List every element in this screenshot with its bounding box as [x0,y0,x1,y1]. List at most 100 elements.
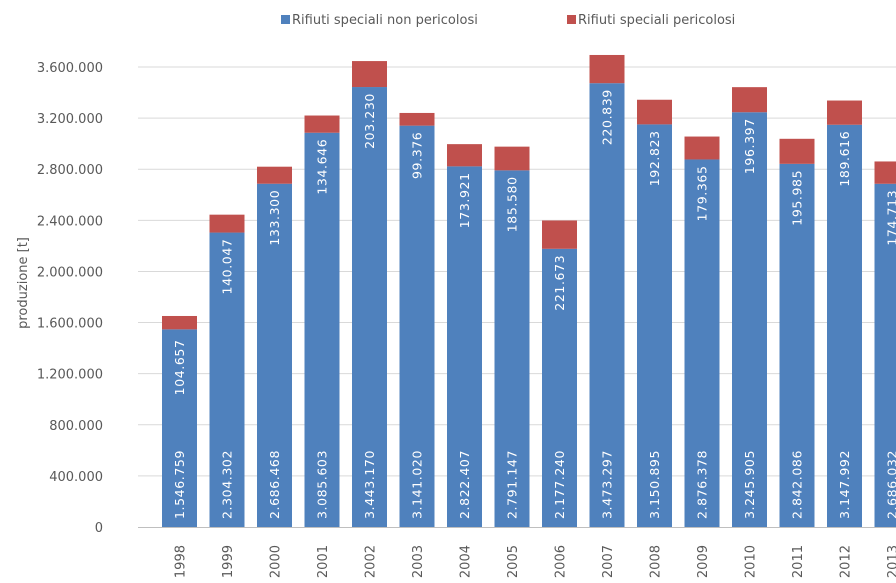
bar-pericolosi-2006 [542,220,577,249]
data-label-non-pericolosi: 2.304.302 [220,450,235,519]
legend-label: Rifiuti speciali pericolosi [578,13,735,28]
data-labels: 1.546.759 104.657 2.304.302 140.047 2.686.46… [172,89,896,519]
x-tick-label: 2007 [601,545,616,578]
y-tick-label: 2.000.000 [37,265,103,280]
x-tick-label: 2013 [886,545,896,578]
y-tick-label: 3.200.000 [37,112,103,127]
data-label-non-pericolosi: 2.686.032 [885,450,896,519]
bar-pericolosi-1998 [162,315,197,330]
x-tick-label: 2004 [459,545,474,578]
bar-non-pericolosi-2004 [447,166,482,527]
data-label-pericolosi: 179.365 [695,165,710,221]
x-tick-label: 2001 [316,545,331,578]
y-tick-label: 0 [95,521,103,536]
bar-non-pericolosi-2012 [827,124,862,527]
data-label-non-pericolosi: 1.546.759 [172,450,187,519]
bar-pericolosi-2011 [779,138,815,164]
data-label-non-pericolosi: 3.245.905 [742,450,757,519]
y-tick-label: 1.200.000 [37,368,103,383]
data-label-non-pericolosi: 3.443.170 [362,450,377,519]
data-label-pericolosi: 203.230 [362,93,377,149]
x-tick-label: 2011 [791,545,806,578]
data-label-pericolosi: 133.300 [267,190,282,246]
bar-pericolosi-2002 [352,61,387,88]
bar-pericolosi-2005 [494,146,530,171]
bar-non-pericolosi-2003 [399,125,435,527]
data-label-non-pericolosi: 2.842.086 [790,450,805,519]
y-tick-label: 2.400.000 [37,214,103,229]
bars [162,54,896,528]
data-label-non-pericolosi: 2.791.147 [505,450,520,519]
bar-non-pericolosi-2007 [589,83,625,528]
data-label-pericolosi: 104.657 [172,339,187,395]
bar-pericolosi-2003 [399,112,435,126]
data-label-pericolosi: 140.047 [220,239,235,295]
bar-pericolosi-2001 [304,115,340,133]
x-tick-label: 2006 [554,545,569,578]
x-tick-label: 2002 [364,545,379,578]
bar-pericolosi-2000 [257,166,292,184]
data-label-pericolosi: 195.985 [790,170,805,226]
bar-non-pericolosi-2002 [352,87,387,527]
x-tick-label: 2012 [839,545,854,578]
data-label-non-pericolosi: 2.822.407 [457,450,472,519]
legend: Rifiuti speciali non pericolosi Rifiuti s… [281,13,735,28]
legend-label: Rifiuti speciali non pericolosi [292,13,478,28]
bar-non-pericolosi-1999 [209,232,245,528]
legend-swatch [567,15,576,24]
bar-pericolosi-2013 [874,161,896,184]
bar-pericolosi-2008 [637,99,672,125]
bar-non-pericolosi-1998 [162,329,197,527]
x-axis-ticks: 1998 1999 2000 2001 2002 2003 2004 2005 2006 2007… [174,545,896,578]
bar-non-pericolosi-2005 [494,170,530,527]
bar-non-pericolosi-2010 [732,112,767,527]
data-label-non-pericolosi: 3.473.297 [600,450,615,519]
data-label-pericolosi: 99.376 [410,132,425,179]
x-tick-label: 2008 [649,545,664,578]
bar-pericolosi-2007 [589,54,625,84]
bar-non-pericolosi-2001 [304,132,340,527]
x-tick-label: 2003 [411,545,426,578]
data-label-non-pericolosi: 2.686.468 [267,450,282,519]
bar-non-pericolosi-2009 [684,159,720,527]
x-tick-label: 2000 [269,545,284,578]
bar-non-pericolosi-2011 [779,163,815,527]
data-label-pericolosi: 192.823 [647,130,662,186]
bar-pericolosi-2010 [732,87,767,113]
y-tick-label: 3.600.000 [37,61,103,76]
x-tick-label: 1999 [221,545,236,578]
data-label-non-pericolosi: 2.177.240 [552,450,567,519]
x-tick-label: 2009 [696,545,711,578]
bar-non-pericolosi-2008 [637,124,672,528]
bar-non-pericolosi-2000 [257,183,292,527]
data-label-pericolosi: 196.397 [742,118,757,174]
data-label-pericolosi: 134.646 [315,139,330,195]
data-label-non-pericolosi: 3.141.020 [410,450,425,519]
data-label-pericolosi: 220.839 [600,89,615,145]
data-label-pericolosi: 185.580 [505,176,520,232]
data-label-non-pericolosi: 3.150.895 [647,450,662,519]
y-axis-ticks: 0 400.000 800.000 1.200.000 1.600.000 2.000.0… [37,61,103,536]
data-label-non-pericolosi: 3.147.992 [837,450,852,519]
y-tick-label: 800.000 [49,419,103,434]
legend-swatch [281,15,290,24]
y-tick-label: 2.800.000 [37,163,103,178]
bar-pericolosi-1999 [209,214,245,233]
x-tick-label: 2005 [506,545,521,578]
data-label-pericolosi: 189.616 [837,131,852,187]
data-label-pericolosi: 174.713 [885,190,896,246]
bar-non-pericolosi-2013 [874,183,896,528]
y-axis-title: produzione [t] [16,237,31,329]
data-label-pericolosi: 173.921 [457,172,472,228]
bar-pericolosi-2012 [827,100,862,125]
y-tick-label: 1.600.000 [37,317,103,332]
bar-non-pericolosi-2006 [542,248,577,527]
y-tick-label: 400.000 [49,470,103,485]
x-tick-label: 2010 [744,545,759,578]
data-label-non-pericolosi: 2.876.378 [695,450,710,519]
x-tick-label: 1998 [174,545,189,578]
bar-pericolosi-2004 [447,144,482,167]
data-label-pericolosi: 221.673 [552,255,567,311]
bar-pericolosi-2009 [684,136,720,160]
